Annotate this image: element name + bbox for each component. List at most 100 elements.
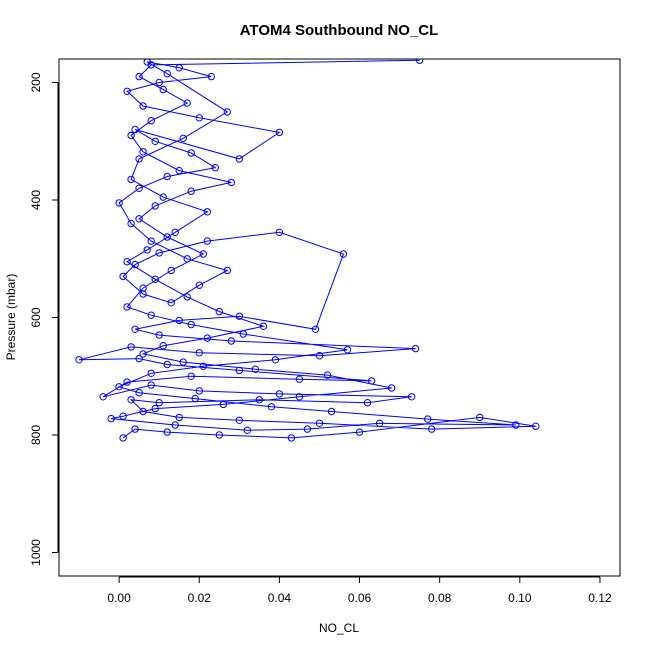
data-point xyxy=(179,358,187,366)
data-point xyxy=(275,390,284,398)
data-point xyxy=(203,334,212,342)
data-point xyxy=(139,350,147,358)
data-point xyxy=(203,237,212,245)
data-point xyxy=(163,172,171,181)
data-point xyxy=(135,215,143,223)
data-point xyxy=(267,403,276,411)
data-point xyxy=(135,354,143,363)
data-point xyxy=(75,356,83,364)
data-point xyxy=(123,378,131,386)
data-point xyxy=(255,396,264,404)
data-point xyxy=(155,78,163,87)
series-line xyxy=(78,59,536,439)
data-point xyxy=(223,266,232,275)
data-point xyxy=(123,87,131,96)
data-point xyxy=(175,316,183,325)
chart-title: ATOM4 Southbound NO_CL xyxy=(240,22,439,39)
y-tick-label: 1000 xyxy=(29,539,43,566)
data-point xyxy=(203,208,212,216)
data-point xyxy=(183,99,191,107)
data-point xyxy=(183,255,191,263)
data-point xyxy=(311,325,320,333)
data-point xyxy=(131,125,139,134)
plot-frame xyxy=(58,58,621,577)
data-point xyxy=(151,275,159,283)
data-point xyxy=(127,343,135,351)
data-point xyxy=(155,331,163,339)
data-point xyxy=(183,293,191,301)
data-point xyxy=(139,102,147,110)
data-point xyxy=(147,369,155,377)
x-tick-label: 0.08 xyxy=(428,591,452,605)
data-point xyxy=(155,249,163,257)
data-point xyxy=(387,384,396,392)
data-point xyxy=(343,346,352,354)
data-point xyxy=(119,272,127,281)
data-point xyxy=(139,284,147,292)
data-point xyxy=(127,396,135,404)
series-layer xyxy=(75,59,540,442)
data-point xyxy=(407,393,416,401)
data-point xyxy=(155,399,163,407)
y-tick-label: 600 xyxy=(29,307,43,327)
data-point xyxy=(99,393,107,401)
data-point xyxy=(211,164,220,172)
data-point xyxy=(127,175,135,184)
data-point xyxy=(295,375,304,383)
data-point xyxy=(123,258,131,266)
data-point xyxy=(127,219,135,228)
data-point xyxy=(163,233,171,241)
data-point xyxy=(115,199,123,207)
data-point xyxy=(131,260,139,269)
data-point xyxy=(139,407,147,416)
data-point xyxy=(175,166,183,175)
data-point xyxy=(275,128,284,137)
data-point xyxy=(163,70,171,78)
data-point xyxy=(107,414,115,423)
data-point xyxy=(275,228,284,237)
data-point xyxy=(151,202,159,210)
data-point xyxy=(355,428,364,436)
data-point xyxy=(187,372,195,380)
x-tick-label: 0.02 xyxy=(188,591,212,605)
data-point xyxy=(287,434,296,442)
data-point xyxy=(315,419,324,427)
data-point xyxy=(339,250,348,258)
data-point xyxy=(135,389,143,397)
x-tick-label: 0.04 xyxy=(268,591,292,605)
y-tick-label: 200 xyxy=(29,72,43,92)
data-point xyxy=(163,428,171,436)
data-point xyxy=(127,131,135,140)
data-point xyxy=(235,416,244,424)
y-tick-label: 400 xyxy=(29,190,43,210)
data-point xyxy=(147,311,155,319)
data-point xyxy=(123,303,131,311)
data-point xyxy=(195,281,204,289)
data-point xyxy=(271,356,280,364)
data-point xyxy=(235,366,244,375)
data-point xyxy=(295,393,304,401)
data-point xyxy=(424,415,432,423)
data-point xyxy=(159,342,167,350)
data-point xyxy=(207,72,216,81)
data-point xyxy=(235,312,244,320)
data-point xyxy=(171,421,179,429)
data-point xyxy=(163,360,171,369)
data-point xyxy=(199,362,208,370)
x-tick-label: 0.06 xyxy=(348,591,372,605)
data-point xyxy=(135,155,143,163)
data-point xyxy=(119,434,127,442)
data-point xyxy=(139,148,147,156)
data-point xyxy=(415,59,424,64)
data-point xyxy=(367,377,376,385)
data-point xyxy=(135,184,143,193)
data-point xyxy=(147,61,155,69)
data-point xyxy=(167,299,175,307)
x-tick-label: 0.00 xyxy=(107,591,131,605)
y-axis-label: Pressure (mbar) xyxy=(4,274,18,361)
data-point xyxy=(512,421,520,429)
data-point xyxy=(119,412,127,420)
data-point xyxy=(147,381,155,389)
data-point xyxy=(219,400,228,409)
